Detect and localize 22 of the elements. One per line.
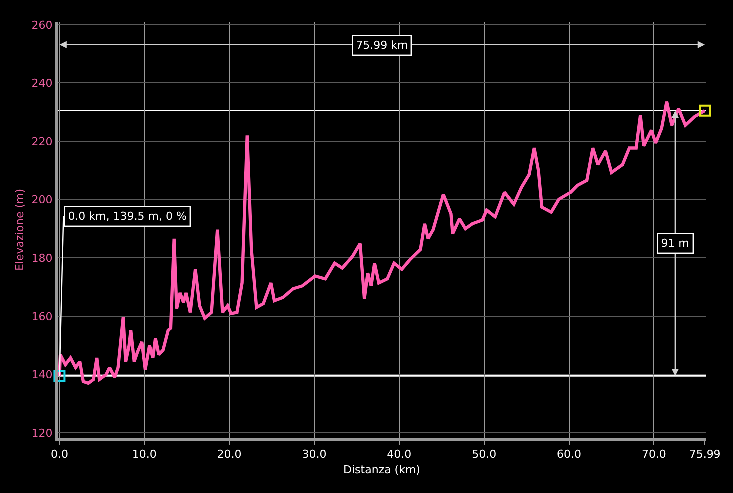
- annotation: 91 m: [661, 237, 690, 250]
- x-tick-label: 0.0: [50, 448, 68, 462]
- y-axis-title: Elevazione (m): [13, 188, 26, 272]
- y-tick-label: 180: [32, 252, 53, 265]
- x-tick-label: 20.0: [217, 448, 242, 462]
- x-tick-label: 10.0: [132, 448, 157, 462]
- y-tick-label: 120: [32, 426, 53, 440]
- y-tick-label: 140: [32, 368, 53, 382]
- annotation: 75.99 km: [356, 39, 408, 52]
- annotation: 0.0 km, 139.5 m, 0 %: [68, 210, 187, 224]
- x-tick-label: 40.0: [387, 448, 412, 462]
- y-tick-label: 260: [32, 18, 53, 32]
- x-tick-label: 50.0: [472, 448, 497, 462]
- x-axis-title: Distanza (km): [344, 463, 420, 476]
- y-tick-label: 220: [32, 135, 53, 148]
- y-tick-label: 160: [32, 310, 53, 324]
- y-tick-label: 240: [32, 77, 53, 90]
- x-tick-label: 60.0: [557, 448, 582, 462]
- x-tick-label: 70.0: [642, 448, 666, 462]
- x-tick-label: 75.99: [689, 448, 721, 462]
- x-tick-label: 30.0: [302, 448, 327, 462]
- y-tick-label: 200: [32, 194, 53, 207]
